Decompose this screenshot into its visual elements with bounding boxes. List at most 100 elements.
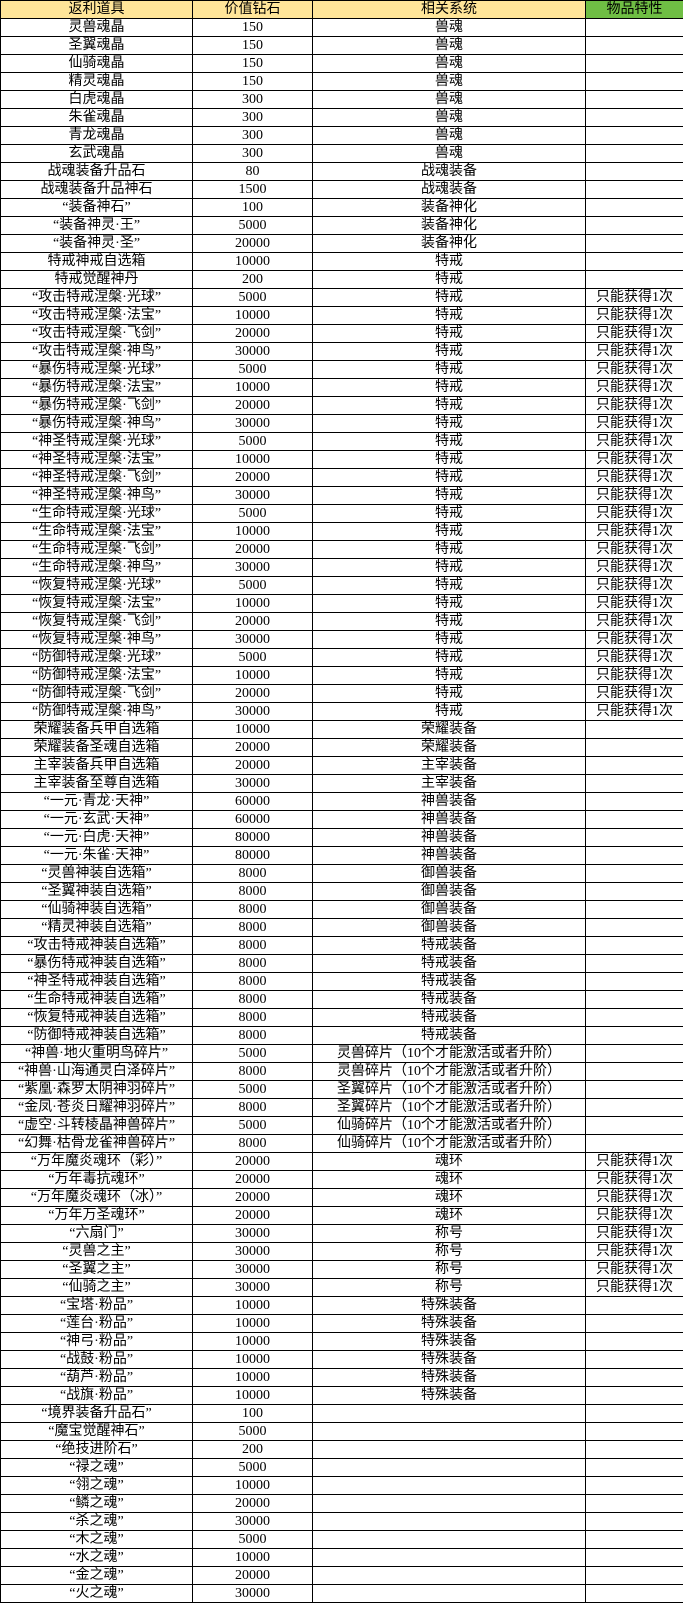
table-row: “暴伤特戒神装自选箱” 8000 特戒装备 bbox=[0, 954, 683, 973]
cell-system: 仙骑碎片（10个才能激活或者升阶） bbox=[312, 1134, 586, 1153]
cell-item: “神圣特戒涅槃·飞剑” bbox=[0, 468, 193, 487]
cell-system: 兽魂 bbox=[312, 126, 586, 145]
cell-value: 30000 bbox=[192, 342, 313, 361]
table-row: “紫凰·森罗太阴神羽碎片” 5000 圣翼碎片（10个才能激活或者升阶） bbox=[0, 1080, 683, 1099]
table-row: “装备神石” 100 装备神化 bbox=[0, 198, 683, 217]
cell-trait bbox=[585, 216, 683, 235]
table-row: “木之魂” 5000 bbox=[0, 1530, 683, 1549]
table-row: “生命特戒涅槃·光球” 5000 特戒 只能获得1次 bbox=[0, 504, 683, 523]
cell-item: 灵兽魂晶 bbox=[0, 18, 193, 37]
cell-trait: 只能获得1次 bbox=[585, 360, 683, 379]
cell-trait bbox=[585, 1080, 683, 1099]
cell-value: 80000 bbox=[192, 828, 313, 847]
cell-item: “攻击特戒涅槃·法宝” bbox=[0, 306, 193, 325]
cell-trait: 只能获得1次 bbox=[585, 1224, 683, 1243]
cell-item: “神兽·地火重明鸟碎片” bbox=[0, 1044, 193, 1063]
cell-value: 10000 bbox=[192, 306, 313, 325]
cell-value: 10000 bbox=[192, 1548, 313, 1567]
cell-system: 特戒 bbox=[312, 612, 586, 631]
table-row: “恢复特戒涅槃·神鸟” 30000 特戒 只能获得1次 bbox=[0, 630, 683, 649]
cell-system: 特戒 bbox=[312, 630, 586, 649]
cell-system: 称号 bbox=[312, 1260, 586, 1279]
table-row: “恢复特戒涅槃·法宝” 10000 特戒 只能获得1次 bbox=[0, 594, 683, 613]
header-item: 返利道具 bbox=[0, 0, 193, 19]
table-row: 战魂装备升品神石 1500 战魂装备 bbox=[0, 180, 683, 199]
cell-value: 300 bbox=[192, 144, 313, 163]
cell-trait bbox=[585, 1368, 683, 1387]
cell-value: 60000 bbox=[192, 810, 313, 829]
cell-item: 玄武魂晶 bbox=[0, 144, 193, 163]
cell-trait bbox=[585, 252, 683, 271]
cell-item: “灵兽神装自选箱” bbox=[0, 864, 193, 883]
table-row: “虚空·斗转棱晶神兽碎片” 5000 仙骑碎片（10个才能激活或者升阶） bbox=[0, 1116, 683, 1135]
cell-item: “一元·青龙·天神” bbox=[0, 792, 193, 811]
table-row: “葫芦·粉品” 10000 特殊装备 bbox=[0, 1368, 683, 1387]
cell-system: 特戒 bbox=[312, 468, 586, 487]
table-row: “神圣特戒涅槃·飞剑” 20000 特戒 只能获得1次 bbox=[0, 468, 683, 487]
cell-item: 青龙魂晶 bbox=[0, 126, 193, 145]
cell-item: “生命特戒涅槃·法宝” bbox=[0, 522, 193, 541]
cell-value: 20000 bbox=[192, 612, 313, 631]
cell-value: 5000 bbox=[192, 648, 313, 667]
cell-item: “防御特戒涅槃·飞剑” bbox=[0, 684, 193, 703]
cell-system bbox=[312, 1458, 586, 1477]
table-row: “神兽·地火重明鸟碎片” 5000 灵兽碎片（10个才能激活或者升阶） bbox=[0, 1044, 683, 1063]
cell-item: “恢复特戒涅槃·飞剑” bbox=[0, 612, 193, 631]
cell-trait bbox=[585, 738, 683, 757]
cell-item: “一元·朱雀·天神” bbox=[0, 846, 193, 865]
table-row: “装备神灵·圣” 20000 装备神化 bbox=[0, 234, 683, 253]
cell-system bbox=[312, 1512, 586, 1531]
cell-trait: 只能获得1次 bbox=[585, 684, 683, 703]
table-row: “攻击特戒神装自选箱” 8000 特戒装备 bbox=[0, 936, 683, 955]
cell-value: 8000 bbox=[192, 936, 313, 955]
cell-system: 兽魂 bbox=[312, 36, 586, 55]
table-row: “宝塔·粉品” 10000 特殊装备 bbox=[0, 1296, 683, 1315]
cell-value: 8000 bbox=[192, 1098, 313, 1117]
table-row: “鳞之魂” 20000 bbox=[0, 1494, 683, 1513]
table-row: 灵兽魂晶 150 兽魂 bbox=[0, 18, 683, 37]
cell-trait: 只能获得1次 bbox=[585, 306, 683, 325]
cell-value: 10000 bbox=[192, 720, 313, 739]
cell-item: “境界装备升品石” bbox=[0, 1404, 193, 1423]
cell-item: 特戒觉醒神丹 bbox=[0, 270, 193, 289]
cell-trait bbox=[585, 1422, 683, 1441]
cell-trait: 只能获得1次 bbox=[585, 1242, 683, 1261]
cell-item: “战旗·粉品” bbox=[0, 1386, 193, 1405]
cell-trait: 只能获得1次 bbox=[585, 1260, 683, 1279]
table-row: “生命特戒涅槃·法宝” 10000 特戒 只能获得1次 bbox=[0, 522, 683, 541]
cell-item: 战魂装备升品神石 bbox=[0, 180, 193, 199]
table-row: “灵兽神装自选箱” 8000 御兽装备 bbox=[0, 864, 683, 883]
cell-value: 30000 bbox=[192, 486, 313, 505]
cell-trait: 只能获得1次 bbox=[585, 342, 683, 361]
cell-system: 特戒装备 bbox=[312, 1008, 586, 1027]
cell-system: 特戒 bbox=[312, 360, 586, 379]
cell-item: “仙骑神装自选箱” bbox=[0, 900, 193, 919]
cell-value: 30000 bbox=[192, 1584, 313, 1603]
cell-item: “装备神灵·王” bbox=[0, 216, 193, 235]
cell-value: 30000 bbox=[192, 1260, 313, 1279]
cell-item: 白虎魂晶 bbox=[0, 90, 193, 109]
cell-value: 5000 bbox=[192, 1530, 313, 1549]
cell-item: “圣翼之主” bbox=[0, 1260, 193, 1279]
cell-value: 60000 bbox=[192, 792, 313, 811]
table-row: “恢复特戒神装自选箱” 8000 特戒装备 bbox=[0, 1008, 683, 1027]
cell-system: 兽魂 bbox=[312, 72, 586, 91]
table-row: “神圣特戒涅槃·法宝” 10000 特戒 只能获得1次 bbox=[0, 450, 683, 469]
cell-item: “万年万圣魂环” bbox=[0, 1206, 193, 1225]
cell-system: 特戒 bbox=[312, 288, 586, 307]
cell-trait: 只能获得1次 bbox=[585, 576, 683, 595]
cell-system: 特戒 bbox=[312, 342, 586, 361]
cell-system: 圣翼碎片（10个才能激活或者升阶） bbox=[312, 1080, 586, 1099]
cell-value: 10000 bbox=[192, 1314, 313, 1333]
cell-trait: 只能获得1次 bbox=[585, 540, 683, 559]
cell-item: “翎之魂” bbox=[0, 1476, 193, 1495]
cell-system: 特戒 bbox=[312, 666, 586, 685]
cell-trait bbox=[585, 162, 683, 181]
cell-trait bbox=[585, 1098, 683, 1117]
cell-system: 圣翼碎片（10个才能激活或者升阶） bbox=[312, 1098, 586, 1117]
cell-item: “圣翼神装自选箱” bbox=[0, 882, 193, 901]
cell-value: 20000 bbox=[192, 1188, 313, 1207]
cell-trait bbox=[585, 954, 683, 973]
cell-item: “宝塔·粉品” bbox=[0, 1296, 193, 1315]
